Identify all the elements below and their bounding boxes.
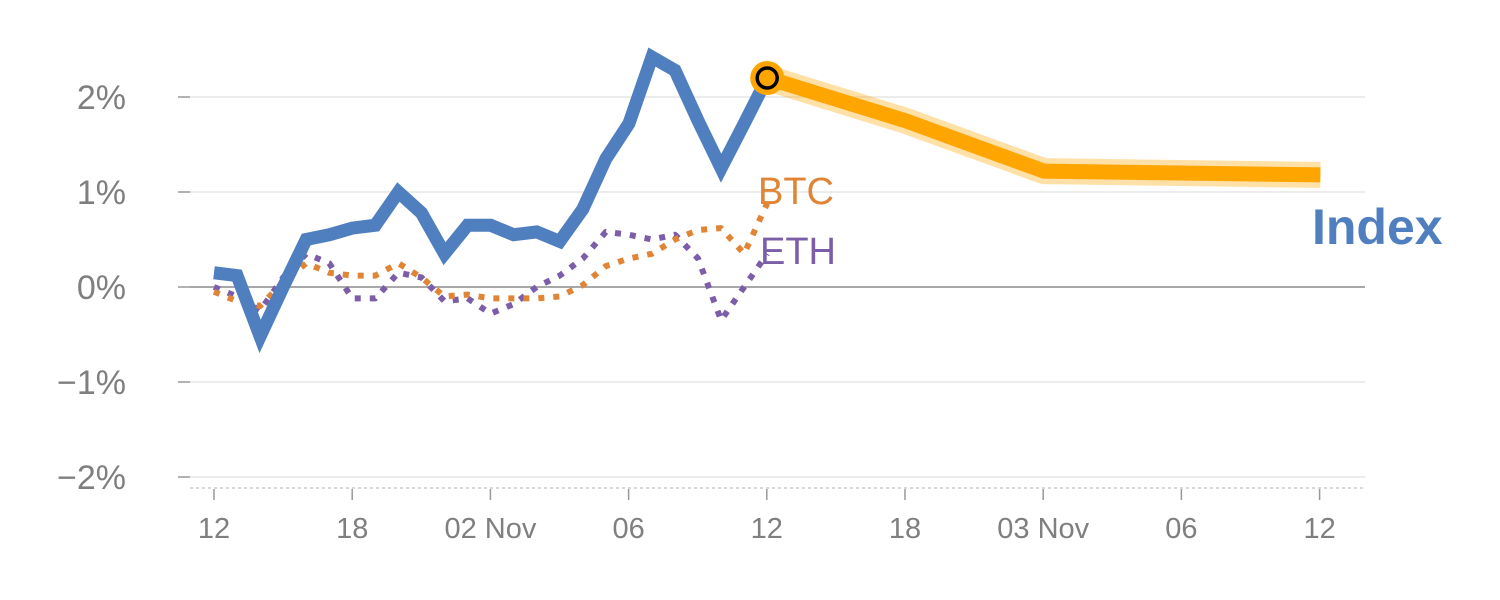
x-tick-label: 18 — [336, 513, 368, 545]
x-tick-label: 18 — [889, 513, 921, 545]
x-tick-label: 06 — [1165, 513, 1197, 545]
index-line — [213, 47, 774, 354]
series-labels: BTC ETH Index — [758, 171, 1443, 273]
x-tick-label: 12 — [198, 513, 230, 545]
x-tick-label: 06 — [612, 513, 644, 545]
x-tick-label: 02 Nov — [444, 513, 536, 545]
y-tick-label: −2% — [57, 459, 126, 497]
series-layer — [212, 47, 1321, 354]
y-tick-label: 0% — [77, 269, 126, 307]
forecast-line — [764, 70, 1321, 183]
x-tick-label: 12 — [1303, 513, 1335, 545]
y-tick-label: 2% — [77, 79, 126, 117]
gridlines — [190, 96, 1365, 478]
forecast-band — [763, 65, 1321, 188]
current-point-marker — [755, 66, 779, 90]
y-tick-label: 1% — [77, 174, 126, 212]
index-series-label: Index — [1312, 199, 1443, 255]
btc-line — [212, 202, 770, 309]
eth-series-label: ETH — [760, 231, 836, 273]
btc-series-label: BTC — [758, 171, 834, 213]
x-tick-label: 12 — [751, 513, 783, 545]
y-tick-label: −1% — [57, 364, 126, 402]
y-axis: 2% 1% 0% −1% −2% — [57, 79, 190, 497]
x-tick-label: 03 Nov — [997, 513, 1089, 545]
x-axis: 12 18 02 Nov 06 12 18 03 Nov 06 12 — [190, 487, 1365, 545]
